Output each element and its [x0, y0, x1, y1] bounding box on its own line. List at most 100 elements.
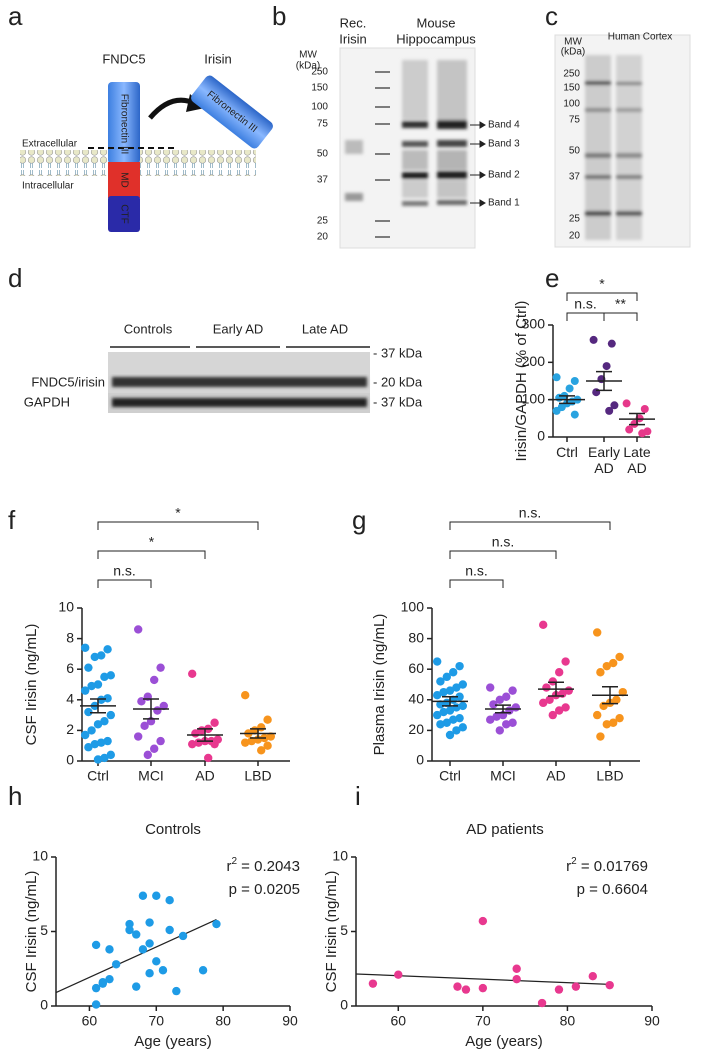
y-tick-label: 4	[66, 691, 74, 707]
dot	[150, 744, 159, 753]
point	[91, 983, 101, 993]
dot	[156, 663, 165, 672]
dot	[555, 706, 564, 715]
point	[478, 983, 488, 993]
panel-label: d	[8, 263, 22, 293]
row-label: GAPDH	[24, 394, 70, 409]
dot	[452, 683, 461, 692]
point	[571, 982, 581, 991]
point	[91, 1000, 101, 1009]
dot	[495, 695, 504, 704]
marker: 100	[311, 102, 328, 113]
bracket	[449, 550, 557, 559]
r-symbol: r	[226, 858, 231, 875]
x-tick-label: 70	[148, 1013, 164, 1029]
group-label: Controls	[124, 321, 173, 336]
y-tick-label: 40	[408, 691, 424, 707]
significance: n.s.	[519, 505, 542, 521]
x-tick-label: AD	[546, 768, 565, 784]
dot	[103, 645, 112, 654]
dot	[552, 406, 561, 415]
point	[172, 986, 181, 996]
y-tick-label: 0	[340, 997, 348, 1013]
dot	[442, 718, 451, 727]
bracket	[97, 579, 152, 588]
y-tick-label: 300	[522, 316, 546, 332]
dot	[615, 713, 624, 723]
error-bar	[442, 695, 458, 707]
r-squared: r2 = 0.01769	[566, 856, 648, 875]
dot	[134, 625, 143, 634]
dot	[449, 668, 458, 677]
x-tick-label: LBD	[596, 768, 623, 784]
x-tick-label: Late AD	[623, 444, 650, 476]
dot	[210, 739, 219, 749]
band-label: Band 2	[488, 170, 520, 181]
point	[394, 970, 403, 979]
point	[212, 919, 221, 929]
label: (kDa)	[561, 47, 585, 58]
dot	[247, 736, 256, 746]
point	[605, 980, 614, 990]
y-tick-label: 0	[40, 997, 48, 1013]
x-tick-label: 80	[560, 1013, 576, 1029]
y-tick-label: 80	[408, 629, 424, 645]
significance: *	[149, 534, 155, 550]
dot	[618, 687, 627, 697]
dot	[593, 628, 602, 637]
marker: 50	[569, 146, 581, 157]
dot	[545, 695, 554, 704]
r-value: = 0.01769	[577, 858, 648, 875]
dot	[602, 720, 611, 729]
y-axis-label: CSF Irisin (ng/mL)	[323, 871, 340, 993]
dot	[458, 723, 467, 732]
dot	[492, 712, 501, 721]
dot	[143, 750, 152, 760]
point	[152, 957, 161, 966]
size-label: - 37 kDa	[373, 345, 423, 360]
dot	[592, 388, 601, 397]
dot	[615, 652, 624, 662]
dot	[486, 683, 495, 692]
panel-label: a	[8, 1, 23, 31]
dot	[555, 393, 564, 402]
point	[111, 960, 121, 969]
point	[105, 945, 114, 954]
dot	[612, 695, 621, 704]
dot	[449, 715, 458, 724]
dot	[609, 658, 618, 668]
panel-label: i	[355, 781, 361, 811]
marker: 20	[569, 231, 581, 242]
dot	[548, 677, 557, 686]
dot	[257, 746, 266, 755]
dot	[241, 691, 250, 700]
dot	[552, 373, 561, 382]
point	[91, 940, 101, 950]
dot	[433, 691, 442, 700]
dot	[452, 726, 461, 735]
r-symbol: r	[566, 858, 571, 875]
dot	[508, 718, 517, 727]
dot	[100, 672, 109, 682]
fn-domain	[108, 82, 140, 164]
dot	[204, 753, 213, 763]
point	[512, 964, 521, 973]
significance: n.s.	[465, 563, 488, 579]
dot	[439, 707, 448, 717]
dot	[241, 738, 250, 747]
fit-line	[355, 973, 610, 985]
dot	[570, 410, 579, 419]
y-tick-label: 10	[332, 848, 348, 864]
label: MW	[564, 37, 582, 48]
panel-label: f	[8, 505, 16, 535]
significance: *	[599, 276, 605, 292]
point	[145, 939, 154, 948]
error-bar	[143, 698, 159, 720]
label: Irisin	[339, 31, 366, 46]
point	[98, 977, 108, 987]
blot-b: MW (kDa) Rec. Irisin Mouse Hippocampus 2…	[296, 15, 520, 249]
significance: *	[175, 505, 181, 521]
y-tick-label: 60	[408, 660, 424, 676]
point	[453, 982, 462, 991]
dot	[455, 661, 464, 671]
